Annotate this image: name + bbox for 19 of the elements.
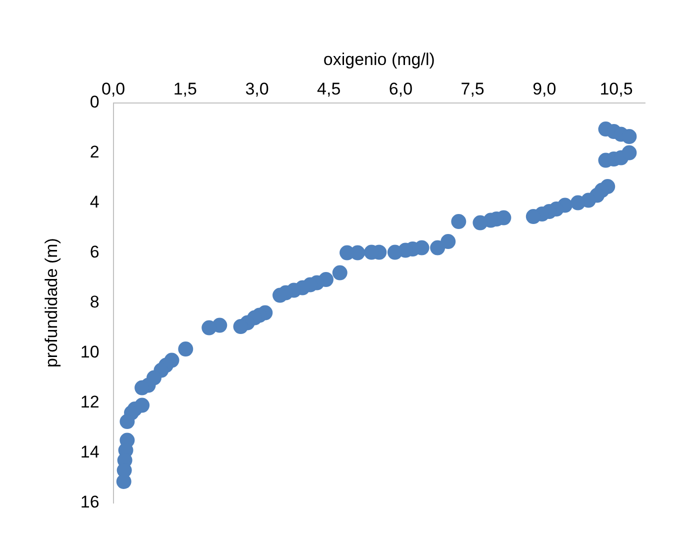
y-tick-label: 4: [90, 192, 100, 212]
y-tick-label: 6: [90, 242, 100, 262]
y-tick-label: 16: [80, 492, 100, 512]
y-axis-title: profundidade (m): [42, 238, 61, 368]
x-tick-label: 9,0: [532, 79, 556, 98]
x-tick-label: 7,5: [460, 79, 484, 98]
y-tick-label: 2: [90, 142, 100, 162]
x-tick-label: 4,5: [317, 79, 341, 98]
y-tick-label: 10: [80, 342, 100, 362]
y-tick-label: 14: [80, 442, 100, 462]
x-tick-label: 3,0: [245, 79, 269, 98]
y-tick-label: 12: [80, 392, 100, 412]
y-tick-label: 8: [90, 292, 100, 312]
x-tick-label: 1,5: [173, 79, 197, 98]
x-tick-label: 6,0: [388, 79, 413, 98]
y-tick-label: 0: [90, 92, 100, 112]
x-tick-label: 0,0: [101, 79, 126, 98]
x-tick-label: 10,5: [600, 79, 633, 98]
x-axis-title: oxigenio (mg/l): [323, 50, 435, 69]
